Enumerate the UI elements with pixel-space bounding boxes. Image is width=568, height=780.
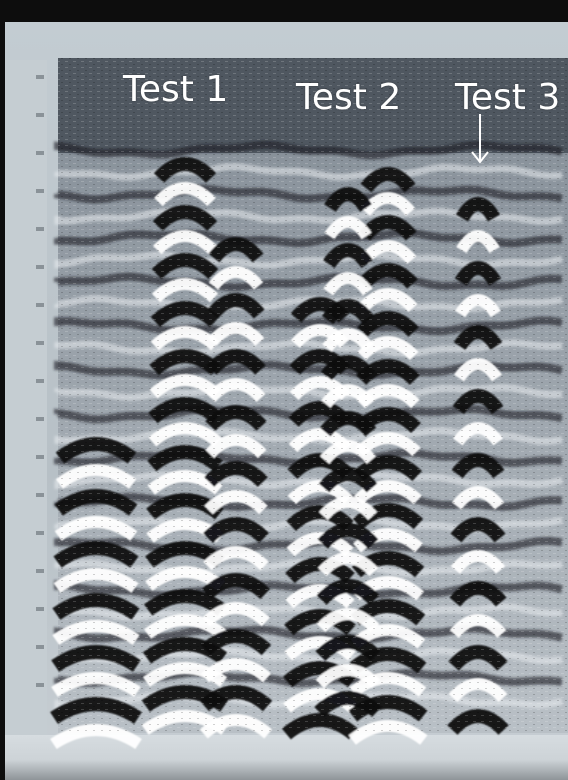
ruler-tick: [36, 455, 44, 459]
ruler-tick: [36, 645, 44, 649]
ruler-tick: [36, 75, 44, 79]
ruler-tick: [36, 493, 44, 497]
ruler-tick: [36, 417, 44, 421]
ruler-ticks: [36, 75, 44, 687]
ruler-tick: [36, 341, 44, 345]
ruler-tick: [36, 189, 44, 193]
ruler-tick: [36, 227, 44, 231]
ruler-tick: [36, 265, 44, 269]
test-1-label: Test 1: [123, 69, 229, 110]
ruler-tick: [36, 113, 44, 117]
bottom-strip: [5, 735, 568, 780]
depth-ruler: [5, 60, 47, 740]
ruler-tick: [36, 303, 44, 307]
test-3-label: Test 3: [455, 77, 561, 118]
ruler-tick: [36, 607, 44, 611]
scan-noise: [58, 58, 568, 733]
ruler-tick: [36, 569, 44, 573]
ruler-tick: [36, 683, 44, 687]
down-arrow-icon: [471, 114, 489, 164]
test-2-label: Test 2: [296, 77, 402, 118]
ruler-tick: [36, 531, 44, 535]
ruler-tick: [36, 379, 44, 383]
ruler-tick: [36, 151, 44, 155]
